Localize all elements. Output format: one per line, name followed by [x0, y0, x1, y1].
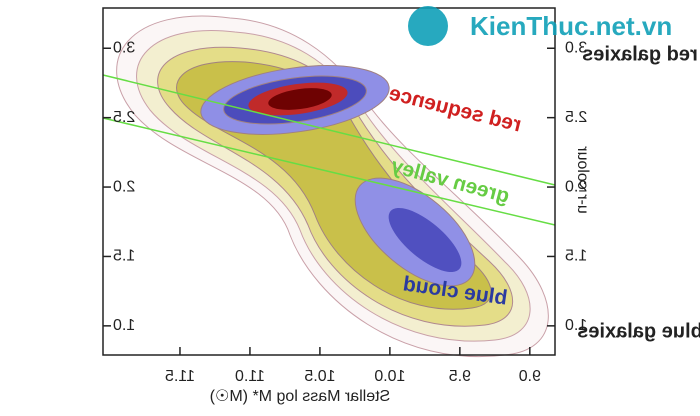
plot-frame	[102, 7, 556, 356]
y-tick-label: 2.0	[113, 178, 135, 195]
y-tick-label: 2.5	[565, 109, 587, 126]
x-tick-label: 10.5	[304, 368, 335, 385]
red-sequence-core	[268, 88, 332, 110]
x-tick-label: 11.5	[165, 368, 195, 385]
y-tick-label: 2.0	[565, 178, 587, 195]
watermark: KienThuc.net.vn	[470, 11, 672, 41]
x-tick-label: 9.0	[519, 368, 541, 385]
y-tick-label: 1.0	[565, 317, 587, 334]
side-label: red galaxies	[582, 43, 698, 65]
x-axis-label: Stellar Mass log M* (M☉)	[210, 388, 391, 405]
x-tick-label: 11.0	[235, 368, 265, 385]
y-tick-label: 3.0	[113, 39, 135, 56]
watermark-logo	[408, 6, 448, 46]
y-tick-label: 1.5	[565, 248, 587, 265]
side-label: blue galaxies	[577, 320, 700, 342]
x-tick-label: 10.0	[374, 368, 405, 385]
y-tick-label: 3.0	[565, 39, 587, 56]
y-tick-label: 1.0	[113, 317, 135, 334]
blue-cloud-inner	[388, 207, 462, 273]
valley-line	[102, 74, 556, 186]
y-axis-label: u-r colour	[574, 146, 591, 214]
annotation: red sequence	[387, 82, 524, 137]
x-tick-label: 9.5	[449, 368, 471, 385]
plot: red sequence green valley blue cloud red…	[102, 7, 700, 405]
y-tick-label: 1.5	[113, 248, 135, 265]
valley-line	[102, 117, 556, 226]
contours	[116, 15, 549, 357]
y-tick-label: 2.5	[113, 109, 135, 126]
